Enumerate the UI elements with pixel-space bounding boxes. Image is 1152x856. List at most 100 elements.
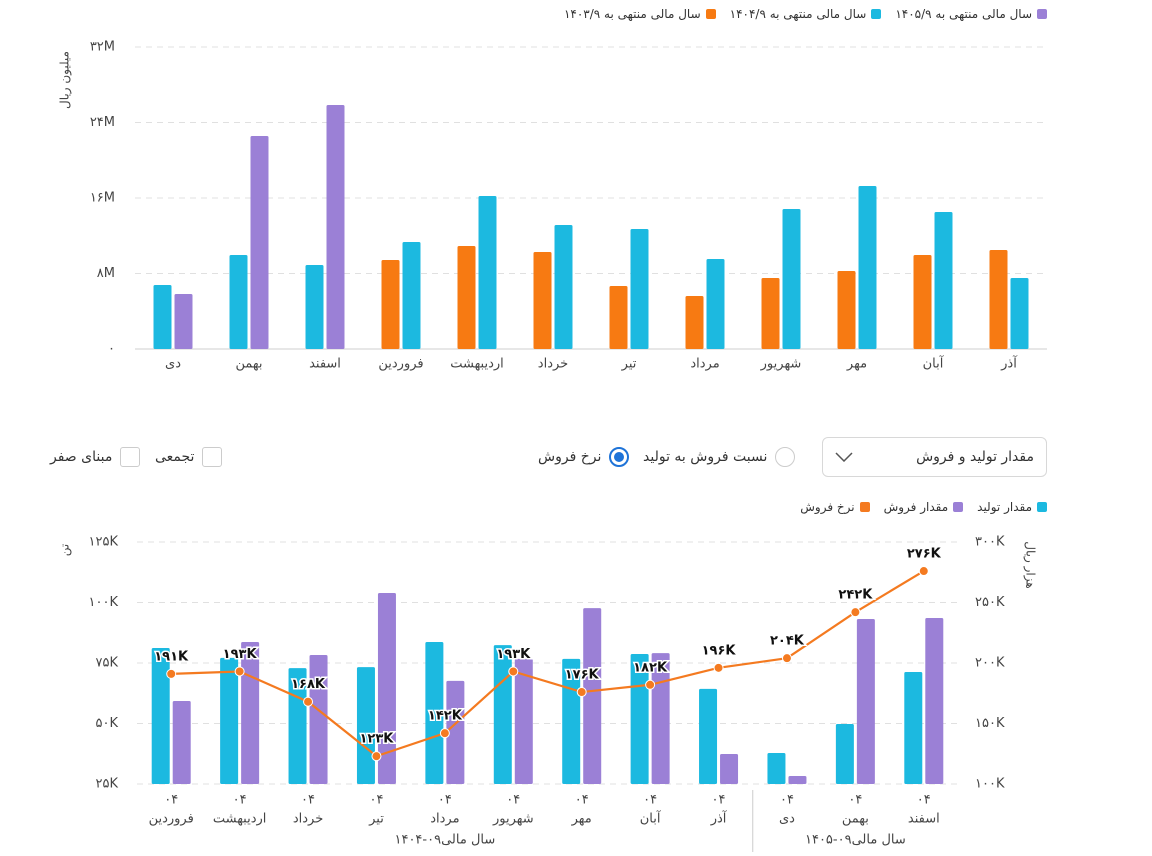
y-axis-title: تن	[58, 544, 73, 556]
legend-label: نرخ فروش	[800, 500, 855, 514]
bar	[377, 593, 396, 784]
x-tick-label: دی	[779, 812, 795, 827]
legend-label: سال مالی منتهی به ۱۴۰۴/۹	[729, 7, 867, 21]
checkbox-option[interactable]: مبنای صفر	[50, 447, 141, 467]
x-tick-label: ۰۴	[233, 793, 247, 808]
bar	[402, 241, 421, 349]
bar	[457, 246, 476, 349]
line-point	[713, 662, 724, 673]
legend-swatch	[953, 502, 964, 512]
bar	[904, 671, 923, 784]
radio-button[interactable]	[775, 447, 796, 467]
y2-tick-label: ۲۰۰K	[975, 656, 1005, 671]
chevron	[835, 452, 853, 462]
y2-axis-title: هزار ریال	[1023, 541, 1038, 588]
bar	[767, 753, 786, 784]
bar	[913, 255, 932, 349]
data-label: ۱۴۲K	[428, 709, 463, 724]
x-tick-label: مهر	[846, 357, 867, 372]
legend-item[interactable]: سال مالی منتهی به ۱۴۰۳/۹	[564, 7, 716, 21]
y-tick-label: ۷۵K	[96, 656, 119, 671]
bar	[514, 658, 533, 784]
bar	[835, 723, 854, 784]
legend-item[interactable]: مقدار فروش	[884, 500, 964, 514]
checkbox-label: تجمعی	[155, 449, 195, 465]
checkbox-label: مبنای صفر	[50, 449, 113, 465]
legend-swatch	[871, 9, 882, 19]
bar	[782, 209, 801, 349]
bar	[788, 776, 807, 784]
bar	[630, 228, 649, 349]
legend: سال مالی منتهی به ۱۴۰۳/۹ سال مالی منتهی ب…	[564, 7, 1047, 21]
bar	[229, 255, 248, 349]
checkbox[interactable]	[202, 447, 223, 467]
x-tick-label: ۰۴	[780, 793, 794, 808]
line-point	[303, 696, 314, 707]
bar	[533, 251, 552, 349]
bar	[858, 186, 877, 349]
x-tick-label: اردیبهشت	[213, 812, 267, 827]
x-tick-label: مرداد	[430, 812, 459, 827]
dropdown[interactable]: مقدار تولید و فروش	[822, 437, 1047, 477]
legend-item[interactable]: سال مالی منتهی به ۱۴۰۴/۹	[730, 7, 882, 21]
data-label: ۱۶۸K	[291, 677, 326, 692]
legend-item[interactable]: نرخ فروش	[800, 500, 870, 514]
legend-label: سال مالی منتهی به ۱۴۰۵/۹	[895, 7, 1032, 21]
line	[171, 570, 925, 758]
x-tick-label: اسفند	[309, 357, 341, 372]
bar	[583, 608, 602, 784]
bar	[609, 285, 628, 349]
x-tick-label: ۰۴	[643, 793, 657, 808]
checkbox[interactable]	[120, 447, 141, 467]
x-tick-label: آذر	[710, 810, 728, 827]
bar	[305, 265, 324, 349]
line-point	[576, 687, 587, 698]
radio-option[interactable]: نرخ فروش	[538, 447, 630, 467]
bar	[174, 293, 193, 349]
line-point	[918, 566, 929, 577]
x-tick-label: ۰۴	[438, 793, 452, 808]
data-label: ۱۸۲K	[633, 660, 668, 675]
bar	[220, 657, 239, 784]
x-tick-label: ۰۴	[575, 793, 589, 808]
x-tick-label: اردیبهشت	[450, 357, 504, 372]
bar	[151, 647, 170, 784]
y-tick-label: ۰	[108, 342, 115, 357]
x-tick-label: اسفند	[908, 812, 940, 827]
radio-option[interactable]: نسبت فروش به تولید	[643, 447, 796, 467]
legend-label: سال مالی منتهی به ۱۴۰۳/۹	[563, 7, 701, 21]
bar	[356, 667, 375, 784]
legend-item[interactable]: مقدار تولید	[977, 500, 1047, 514]
bar	[493, 645, 512, 784]
bar	[761, 278, 780, 349]
y-tick-label: ۳۲M	[90, 40, 115, 55]
x-tick-label: فروردین	[378, 357, 423, 372]
x-tick-label: آذر	[1000, 355, 1018, 372]
line-point	[850, 607, 861, 618]
legend-item[interactable]: سال مالی منتهی به ۱۴۰۵/۹	[895, 7, 1047, 21]
x-tick-label: بهمن	[235, 357, 262, 372]
bar	[934, 211, 953, 349]
y-tick-label: ۸M	[97, 266, 115, 281]
x-group-label: سال مالی۰۹-۱۴۰۵	[805, 833, 906, 848]
checkbox-option[interactable]: تجمعی	[155, 447, 223, 467]
line-point	[508, 666, 519, 677]
y-tick-label: ۱۲۵K	[89, 535, 119, 550]
bar	[651, 653, 670, 784]
data-label: ۱۹۳K	[496, 647, 531, 662]
bar	[478, 196, 497, 349]
line-point	[439, 728, 450, 739]
x-tick-label: شهریور	[760, 357, 802, 372]
bar	[1010, 278, 1029, 349]
y-tick-label: ۲۴M	[90, 115, 115, 130]
x-tick-label: ۰۴	[369, 793, 383, 808]
bar	[326, 105, 345, 350]
x-tick-label: خرداد	[538, 357, 568, 372]
bar	[925, 617, 944, 784]
bar	[856, 618, 875, 784]
data-label: ۱۹۳K	[223, 647, 258, 662]
x-tick-label: ۰۴	[301, 793, 315, 808]
legend-swatch	[705, 9, 716, 19]
radio-button[interactable]	[609, 447, 630, 467]
